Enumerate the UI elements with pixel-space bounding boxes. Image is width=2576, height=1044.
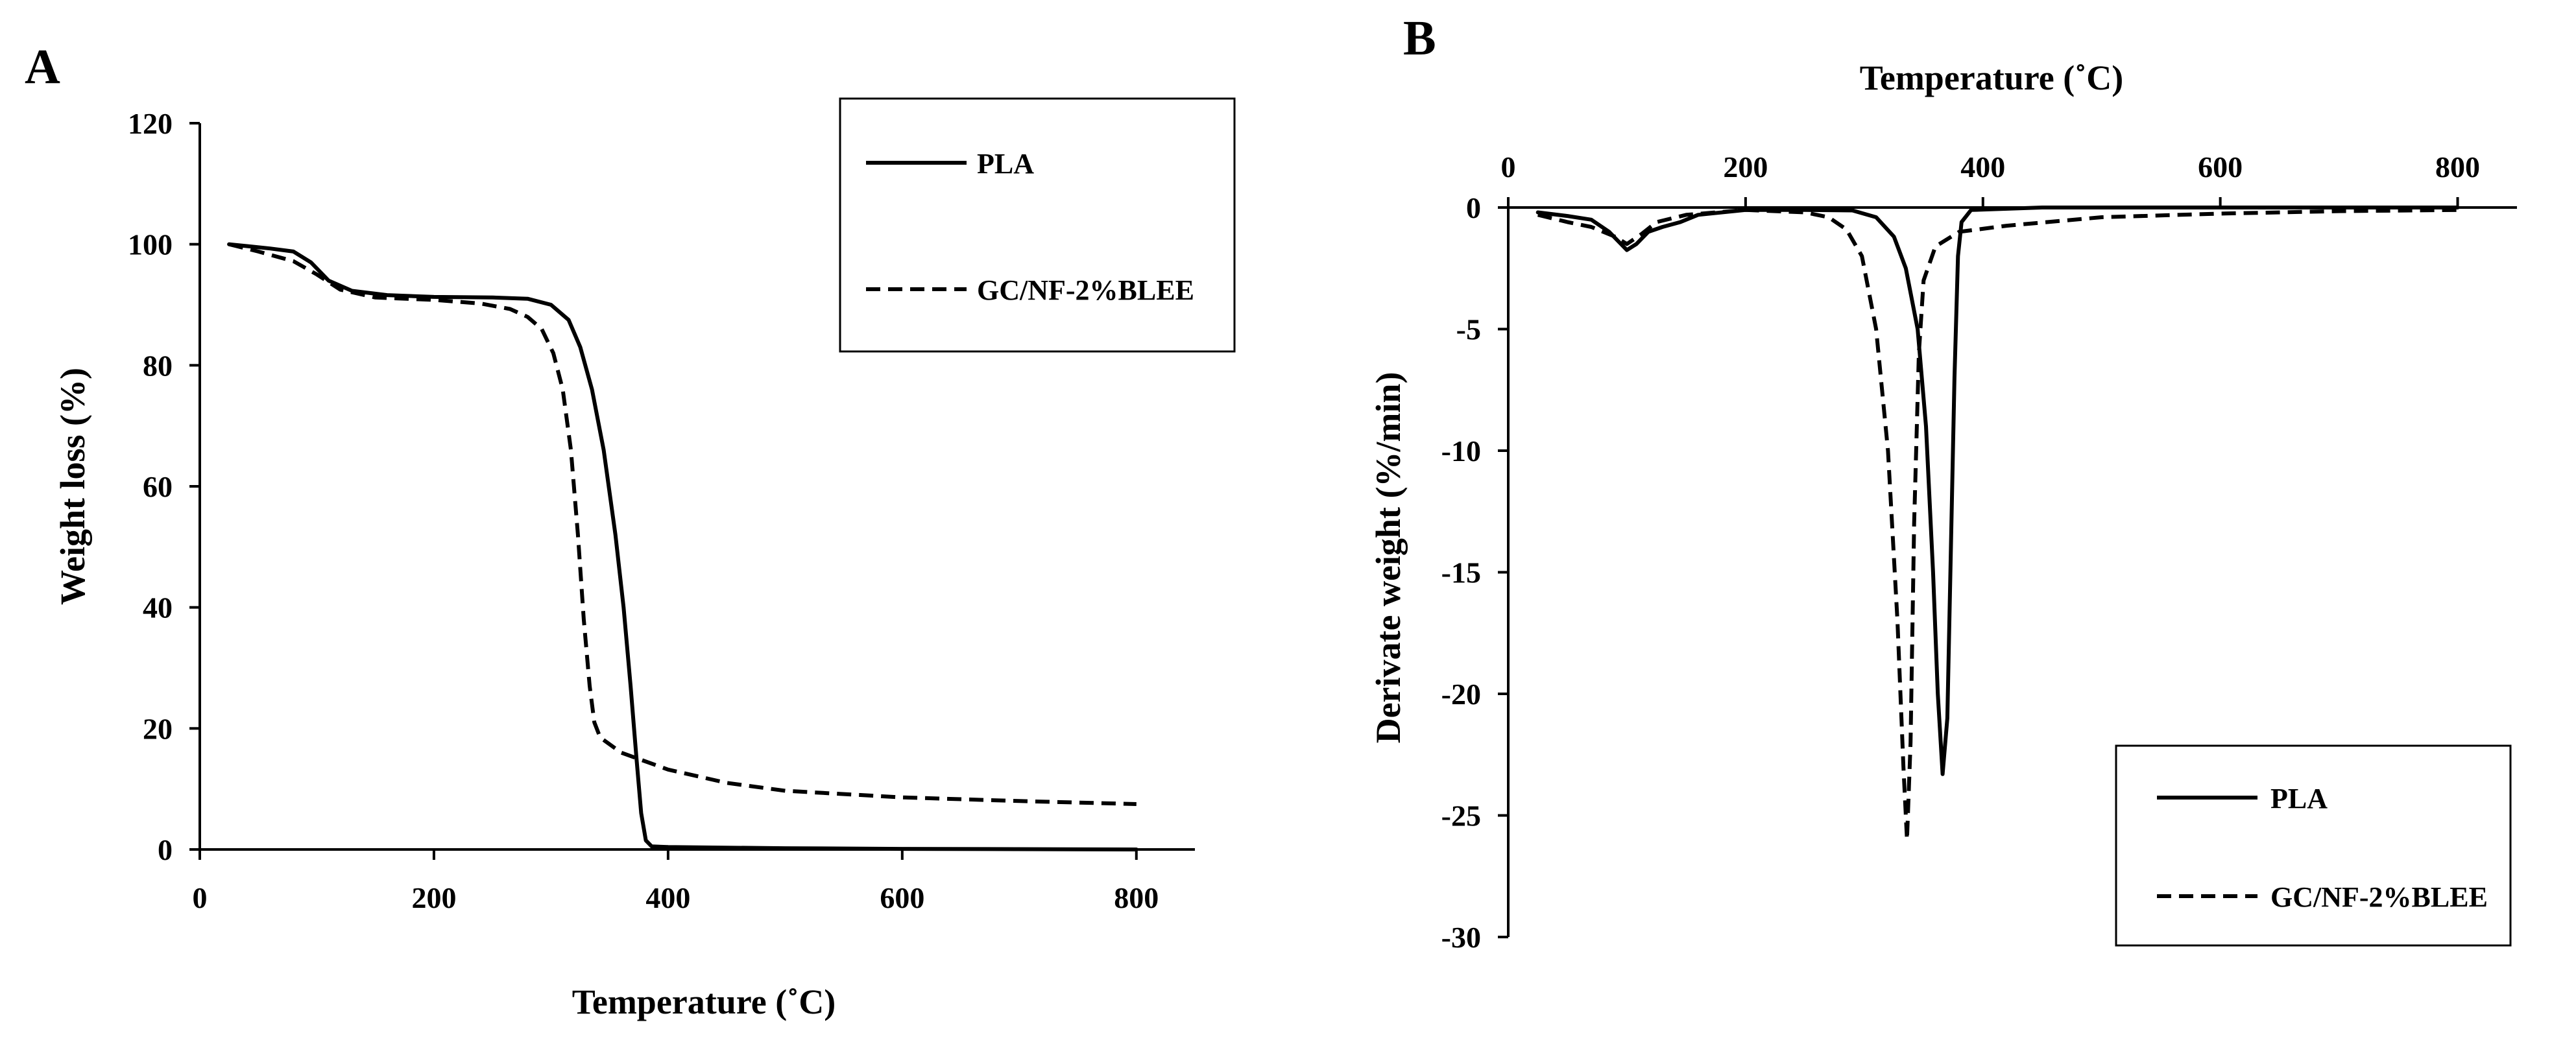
panel-a-x-tick-label: 400	[645, 881, 690, 914]
panel-b-legend-label-pla: PLA	[2270, 783, 2328, 814]
panel-a-x-tick-label: 200	[411, 881, 456, 914]
panel-a-y-tick-label: 0	[158, 833, 173, 866]
panel-b-y-tick-label: -30	[1441, 921, 1481, 954]
panel-a-y-tick-label: 60	[143, 470, 173, 503]
panel-b-y-tick-label: -5	[1456, 313, 1481, 346]
panel-b-x-tick-label: 0	[1501, 150, 1516, 184]
panel-a-x-tick-label: 0	[193, 881, 208, 914]
chart-panel-b: B 0 -5 -10 -15 -20 -25 -30 0 200 400 600 800 Tempe…	[1369, 11, 2517, 954]
panel-b-y-tick-label: -10	[1441, 434, 1481, 468]
panel-a-series-gc-nf-2-blee-line	[228, 242, 1137, 806]
panel-b-x-tick-label: 400	[1960, 150, 2005, 184]
panel-a-y-tick-label: 120	[128, 107, 173, 140]
panel-b-legend-box	[2115, 744, 2512, 947]
chart-panel-a: A 0 20 40 60 80 100 120 0 200 400 600 800 Weight l…	[25, 40, 1236, 1021]
panel-b-legend: PLA GC/NF-2%BLEE	[2115, 744, 2512, 947]
panel-b-y-tick-label: -20	[1441, 678, 1481, 711]
panel-a-y-tick-label: 80	[143, 349, 173, 382]
panel-b-legend-label-gcnf: GC/NF-2%BLEE	[2270, 881, 2488, 913]
panel-b-x-axis-title: Temperature (˚C)	[1860, 58, 2123, 97]
panel-a-x-axis-title: Temperature (˚C)	[572, 982, 836, 1021]
panel-a-x-tick-label: 600	[880, 881, 924, 914]
panel-a-legend-label-gcnf: GC/NF-2%BLEE	[977, 274, 1194, 306]
panel-a-legend: PLA GC/NF-2%BLEE	[839, 97, 1236, 353]
panel-b-y-tick-label: -25	[1441, 800, 1481, 833]
panel-b-y-axis-title: Derivate weight (%/min)	[1369, 372, 1408, 744]
panel-b-series-pla-line	[1535, 206, 2460, 776]
panel-a-legend-label-pla: PLA	[977, 148, 1034, 180]
panel-a-label: A	[25, 40, 60, 94]
panel-b-label: B	[1403, 11, 1436, 65]
panel-b-y-tick-label: -15	[1441, 556, 1481, 589]
panel-b-x-tick-label: 600	[2198, 150, 2243, 184]
panel-a-y-tick-label: 20	[143, 712, 173, 745]
panel-b-x-tick-label: 200	[1723, 150, 1768, 184]
panel-b-y-tick-label: 0	[1466, 191, 1481, 224]
panel-a-y-tick-label: 40	[143, 591, 173, 624]
panel-b-x-tick-label: 800	[2435, 150, 2480, 184]
panel-a-y-tick-label: 100	[128, 228, 173, 261]
panel-a-x-tick-label: 800	[1114, 881, 1159, 914]
panel-a-legend-box	[839, 97, 1236, 353]
panel-a-y-axis-title: Weight loss (%)	[53, 368, 92, 605]
panel-b-series-gc-nf-2-blee-line	[1537, 208, 2458, 842]
